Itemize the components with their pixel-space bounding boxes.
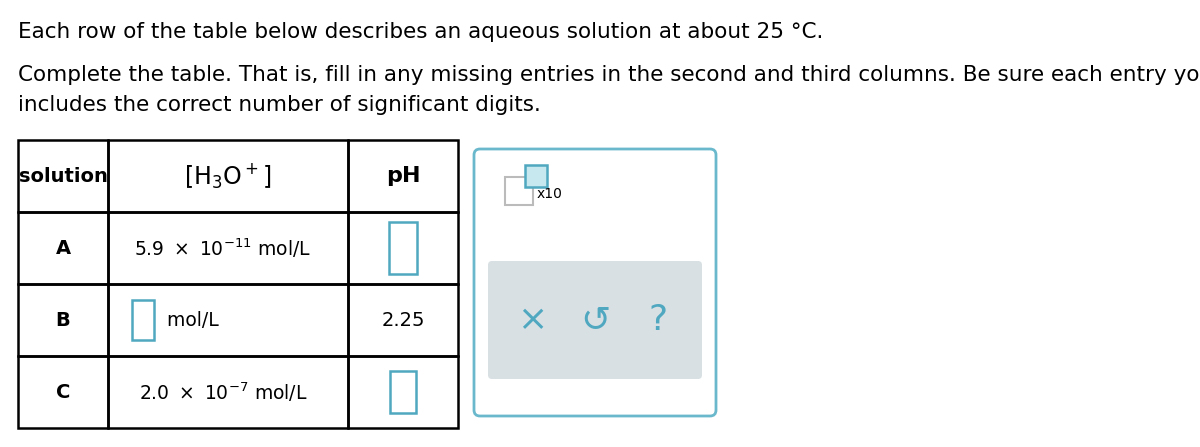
Bar — [108, 356, 348, 428]
FancyBboxPatch shape — [474, 149, 716, 416]
Text: $2.0\ \times\ 10^{-7}\ \mathrm{mol/L}$: $2.0\ \times\ 10^{-7}\ \mathrm{mol/L}$ — [139, 380, 307, 404]
Bar — [505, 177, 533, 205]
Bar — [348, 140, 458, 212]
Text: B: B — [55, 311, 71, 329]
Bar — [18, 212, 108, 284]
Text: Complete the table. That is, fill in any missing entries in the second and third: Complete the table. That is, fill in any… — [18, 65, 1200, 85]
Text: ×: × — [517, 303, 547, 337]
Text: ↺: ↺ — [580, 303, 610, 337]
Text: x10: x10 — [538, 187, 563, 201]
Bar — [348, 284, 458, 356]
Text: C: C — [56, 383, 70, 401]
Text: 2.25: 2.25 — [382, 311, 425, 329]
Bar — [108, 140, 348, 212]
Bar — [18, 356, 108, 428]
Bar — [526, 165, 547, 187]
Bar — [390, 371, 416, 413]
Text: $5.9\ \times\ 10^{-11}\ \mathrm{mol/L}$: $5.9\ \times\ 10^{-11}\ \mathrm{mol/L}$ — [134, 236, 312, 260]
Bar — [348, 356, 458, 428]
FancyBboxPatch shape — [488, 261, 702, 379]
Bar — [389, 222, 418, 274]
Bar — [18, 140, 108, 212]
Text: solution: solution — [18, 166, 108, 186]
Text: Each row of the table below describes an aqueous solution at about 25 °C.: Each row of the table below describes an… — [18, 22, 823, 42]
Text: ?: ? — [648, 303, 667, 337]
Text: $\mathbf{pH}$: $\mathbf{pH}$ — [385, 164, 420, 188]
Bar — [108, 284, 348, 356]
Text: $\left[\mathrm{H_3O^+}\right]$: $\left[\mathrm{H_3O^+}\right]$ — [185, 161, 271, 190]
Text: mol/L: mol/L — [161, 311, 218, 329]
Text: includes the correct number of significant digits.: includes the correct number of significa… — [18, 95, 541, 115]
Bar — [18, 284, 108, 356]
Bar — [132, 300, 154, 340]
Text: A: A — [55, 239, 71, 257]
Bar — [108, 212, 348, 284]
Bar — [348, 212, 458, 284]
